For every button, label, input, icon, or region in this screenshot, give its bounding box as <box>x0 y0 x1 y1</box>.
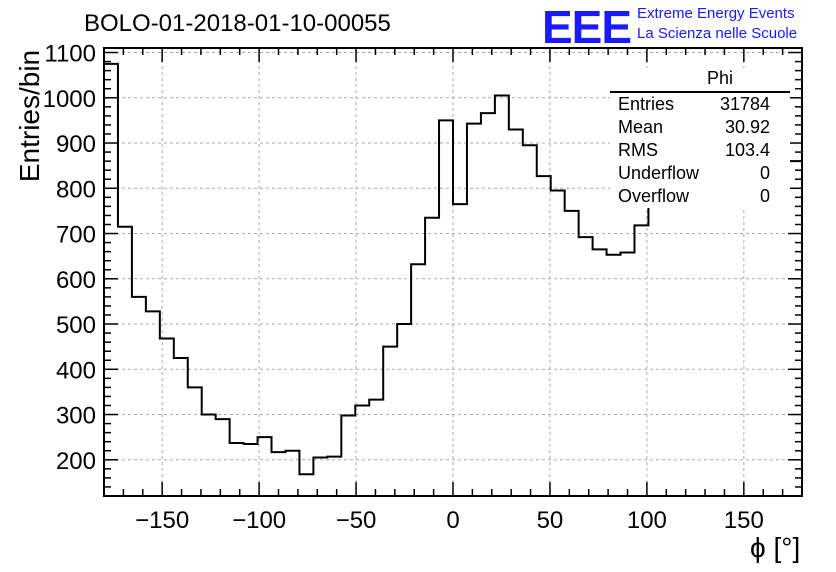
stats-value: 0 <box>759 163 770 183</box>
logo-line-2: La Scienza nelle Scuole <box>637 25 798 42</box>
eee-logo: EEE <box>542 1 632 53</box>
y-tick-label: 700 <box>56 222 96 249</box>
y-tick-label: 400 <box>56 357 96 384</box>
x-tick-label: 150 <box>724 507 764 534</box>
stats-value: 31784 <box>719 94 770 114</box>
stats-title: Phi <box>706 68 733 88</box>
stats-row-entries: Entries 31784 <box>610 93 790 116</box>
y-tick-label: 600 <box>56 267 96 294</box>
stats-divider <box>610 91 790 93</box>
x-tick-label: 0 <box>446 507 459 534</box>
stats-value: 30.92 <box>724 117 770 137</box>
stats-row-rms: RMS 103.4 <box>610 139 790 162</box>
stats-row-mean: Mean 30.92 <box>610 116 790 139</box>
y-tick-label: 1100 <box>44 41 96 68</box>
y-tick-label: 300 <box>56 403 96 430</box>
x-tick-label: −100 <box>232 507 286 534</box>
stats-label: Overflow <box>618 186 690 206</box>
x-tick-label: 50 <box>537 507 564 534</box>
stats-label: Mean <box>618 117 664 137</box>
y-tick-label: 500 <box>56 312 96 339</box>
x-tick-label: −50 <box>336 507 377 534</box>
stats-label: Underflow <box>618 163 700 183</box>
stats-value: 0 <box>759 186 770 206</box>
x-tick-label: −150 <box>135 507 189 534</box>
stats-label: RMS <box>618 140 658 160</box>
x-tick-label: 100 <box>627 507 667 534</box>
y-tick-label: 200 <box>56 448 96 475</box>
stats-box: Phi Entries 31784 Mean 30.92 RMS 103.4 U… <box>610 68 790 208</box>
y-tick-label: 900 <box>56 131 96 158</box>
chart-title: BOLO-01-2018-01-10-00055 <box>84 10 391 37</box>
y-axis-label: Entries/bin <box>14 49 45 183</box>
stats-value: 103.4 <box>724 140 770 160</box>
x-axis-label: ϕ [°] <box>750 532 801 563</box>
y-tick-label: 800 <box>56 176 96 203</box>
y-tick-label: 1000 <box>43 86 96 113</box>
stats-row-underflow: Underflow 0 <box>610 162 790 185</box>
stats-label: Entries <box>618 94 675 114</box>
stats-row-overflow: Overflow 0 <box>610 185 790 208</box>
logo-line-1: Extreme Energy Events <box>637 5 795 22</box>
